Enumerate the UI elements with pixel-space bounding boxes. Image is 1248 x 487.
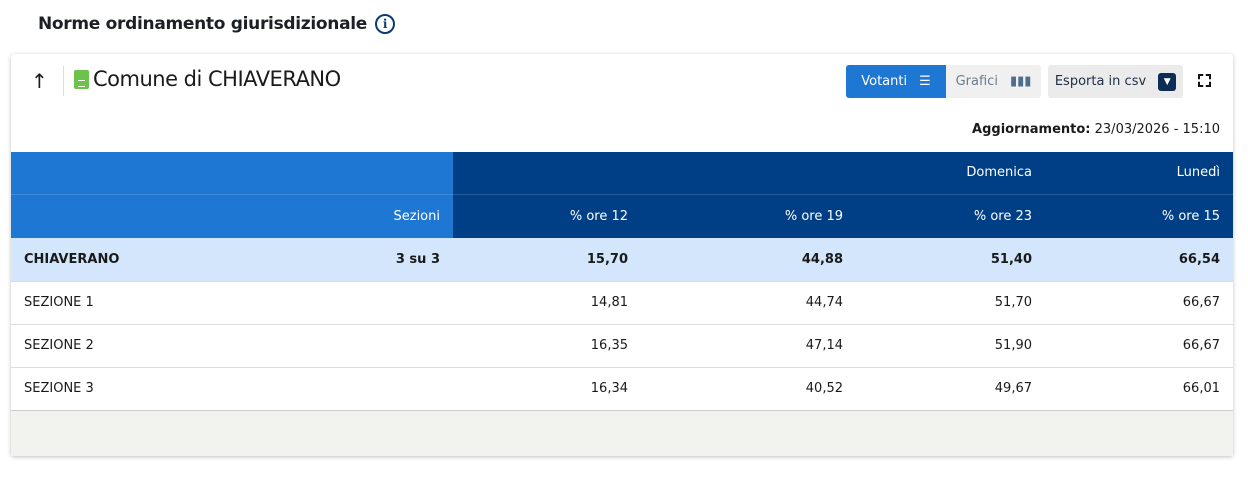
header-ore23: % ore 23	[856, 193, 1045, 238]
export-csv-button[interactable]: Esporta in csv ▼	[1048, 65, 1183, 98]
info-icon[interactable]: i	[375, 14, 396, 34]
cell: 49,67	[994, 381, 1032, 396]
cell: 14,81	[590, 295, 628, 310]
table-footer	[11, 410, 1233, 456]
results-card: ↑ Comune di CHIAVERANO Votanti ☰ Grafici ▮…	[11, 54, 1233, 456]
total-sezioni: 3 su 3	[395, 251, 440, 267]
header-empty	[11, 152, 453, 194]
table-row: SEZIONE 3 16,34 40,52 49,67 66,01	[11, 367, 1233, 410]
row-sezioni	[191, 281, 453, 324]
votanti-label: Votanti	[861, 74, 908, 89]
export-csv-label: Esporta in csv	[1054, 74, 1147, 89]
cell: 66,67	[1182, 338, 1220, 353]
header-name	[11, 193, 191, 238]
header-ore19: % ore 19	[641, 193, 856, 238]
fullscreen-icon[interactable]	[1198, 74, 1211, 87]
cell: 66,67	[1182, 295, 1220, 310]
download-icon: ▼	[1158, 72, 1177, 91]
card-title-text: Comune di CHIAVERANO	[93, 67, 341, 91]
cell: 51,70	[994, 295, 1032, 310]
table-row: SEZIONE 2 16,35 47,14 51,90 66,67	[11, 324, 1233, 367]
total-value: 44,88	[801, 251, 843, 267]
grafici-label: Grafici	[955, 74, 998, 89]
total-value: 15,70	[586, 251, 628, 267]
cell: 66,01	[1182, 381, 1220, 396]
page-title: Norme ordinamento giurisdizionale i	[38, 14, 396, 34]
header-domenica: Domenica	[453, 152, 1045, 194]
table-row: SEZIONE 1 14,81 44,74 51,70 66,67	[11, 281, 1233, 324]
cell: 51,90	[994, 338, 1032, 353]
card-title: Comune di CHIAVERANO	[74, 67, 341, 91]
header-sezioni: Sezioni	[191, 193, 453, 238]
cell: 16,34	[590, 381, 628, 396]
bar-chart-icon: ▮▮▮	[1009, 74, 1032, 89]
cell: 44,74	[805, 295, 843, 310]
back-up-arrow-icon[interactable]: ↑	[31, 69, 48, 93]
header-ore15: % ore 15	[1045, 193, 1233, 238]
cell: 40,52	[805, 381, 843, 396]
document-icon	[74, 69, 89, 89]
list-icon: ☰	[919, 74, 931, 89]
divider	[63, 66, 64, 96]
total-value: 66,54	[1178, 251, 1220, 267]
page-title-text: Norme ordinamento giurisdizionale	[38, 14, 368, 34]
results-table: Domenica Lunedì Sezioni % ore 12 % ore 1…	[11, 152, 1233, 411]
votanti-button[interactable]: Votanti ☰	[846, 65, 946, 98]
row-name: SEZIONE 3	[24, 381, 94, 396]
row-sezioni	[191, 367, 453, 410]
update-label: Aggiornamento:	[972, 122, 1091, 137]
grafici-button[interactable]: Grafici ▮▮▮	[946, 65, 1041, 98]
cell: 47,14	[805, 338, 843, 353]
row-name: SEZIONE 1	[24, 295, 94, 310]
last-update: Aggiornamento: 23/03/2026 - 15:10	[972, 122, 1220, 137]
header-ore12: % ore 12	[453, 193, 641, 238]
total-name: CHIAVERANO	[24, 251, 120, 267]
update-value: 23/03/2026 - 15:10	[1094, 122, 1220, 137]
total-value: 51,40	[990, 251, 1032, 267]
row-sezioni	[191, 324, 453, 367]
row-name: SEZIONE 2	[24, 338, 94, 353]
header-lunedi: Lunedì	[1045, 152, 1233, 194]
cell: 16,35	[590, 338, 628, 353]
total-row: CHIAVERANO 3 su 3 15,70 44,88 51,40 66,5…	[11, 238, 1233, 281]
